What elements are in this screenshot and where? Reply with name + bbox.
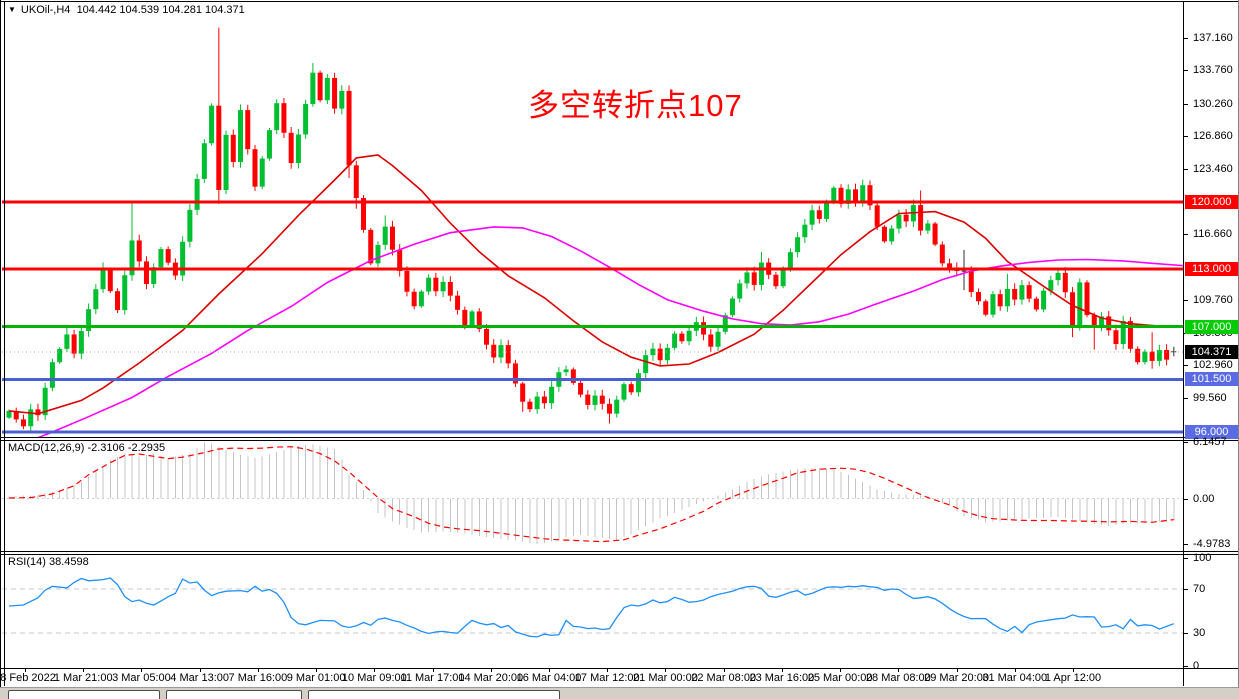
time-tick-label: 28 Feb 2022: [0, 672, 56, 684]
price-tick-label: 116.660: [1193, 228, 1232, 240]
price-tick-label: 130.260: [1193, 97, 1233, 110]
price-line-label: 96.000: [1185, 424, 1238, 439]
time-tick-label: 29 Mar 20:00: [924, 672, 989, 684]
time-tick-label: 28 Mar 08:00: [865, 672, 931, 684]
candles-layer: [6, 27, 1177, 432]
time-tick-label: 11 Mar 17:00: [400, 672, 465, 684]
price-tick-label: 133.760: [1193, 64, 1233, 77]
ma-fast-line: [8, 154, 1183, 415]
price-tick-label: 109.760: [1193, 294, 1233, 307]
price-line-label: 120.000: [1185, 195, 1238, 209]
time-tick-label: 16 Mar 04:00: [516, 672, 582, 684]
time-tick-label: 7 Mar 16:00: [228, 672, 288, 684]
time-tick-label: 31 Mar 04:00: [982, 672, 1048, 684]
time-tick-label: 1 Mar 21:00: [53, 672, 113, 684]
time-tick-label: 23 Mar 16:00: [749, 672, 815, 684]
macd-scale-label: 0.00: [1193, 492, 1215, 505]
rsi-scale-label: 100: [1193, 552, 1212, 564]
time-tick-label: 4 Mar 13:00: [170, 672, 230, 684]
price-tick-label: 102.960: [1193, 359, 1233, 372]
time-tick-label: 17 Mar 12:00: [574, 672, 640, 684]
time-tick-label: 1 Apr 12:00: [1044, 672, 1102, 684]
chart-tab[interactable]: [166, 690, 302, 699]
price-line-label: 113.000: [1185, 262, 1238, 277]
chart-annotation-text: 多空转折点107: [528, 88, 743, 123]
rsi-scale-label: 30: [1193, 627, 1206, 639]
price-tick-label: 123.460: [1193, 162, 1233, 175]
symbol-info-bar: ▼ UKOil-,H4 104.442 104.539 104.281 104.3…: [8, 4, 245, 16]
price-tick-label: 126.860: [1193, 130, 1233, 143]
macd-indicator-label: MACD(12,26,9) -2.3106 -2.2935: [8, 442, 166, 454]
time-tick-label: 3 Mar 05:00: [112, 672, 171, 684]
macd-signal-line: [8, 446, 1174, 543]
ma-slow-line: [37, 226, 1183, 437]
time-tick-label: 9 Mar 01:00: [286, 672, 346, 684]
price-tick-label: 137.160: [1193, 31, 1233, 44]
chart-tab-bar: [0, 687, 1239, 699]
time-tick-label: 25 Mar 00:00: [807, 672, 873, 684]
symbol-dropdown-icon[interactable]: ▼: [8, 5, 16, 14]
time-tick-label: 21 Mar 00:00: [633, 672, 698, 684]
price-line-label: 107.000: [1185, 319, 1238, 334]
symbol-title: UKOil-,H4: [20, 4, 71, 16]
rsi-line: [8, 577, 1175, 638]
macd-scale-label: -4.9783: [1193, 538, 1231, 551]
rsi-scale-label: 0: [1193, 660, 1200, 672]
rsi-indicator-label: RSI(14) 38.4598: [8, 556, 89, 568]
main-price-panel: [2, 27, 1183, 437]
symbol-ohlc-values: 104.442 104.539 104.281 104.371: [76, 4, 245, 16]
time-tick-label: 14 Mar 20:00: [458, 672, 524, 684]
chart-tab[interactable]: [8, 690, 160, 699]
rsi-scale-label: 70: [1193, 583, 1206, 595]
price-tick-label: 99.560: [1193, 391, 1227, 404]
time-tick-label: 22 Mar 08:00: [691, 672, 757, 684]
price-line-label: 104.371: [1185, 344, 1238, 359]
macd-scale-label: 6.1457: [1193, 436, 1227, 449]
rsi-panel: [2, 577, 1183, 638]
price-line-label: 101.500: [1185, 372, 1238, 387]
time-tick-label: 10 Mar 09:00: [341, 672, 407, 684]
chart-tab[interactable]: [308, 690, 560, 699]
macd-panel: [2, 442, 1183, 545]
